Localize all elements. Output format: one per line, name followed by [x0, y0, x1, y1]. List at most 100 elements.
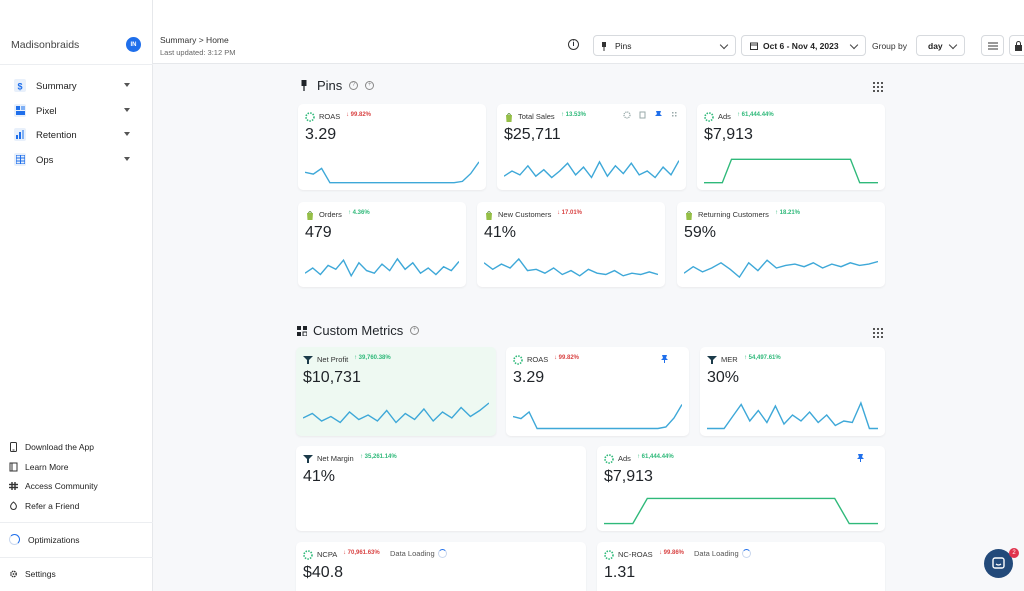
add-icon[interactable]: +: [410, 326, 420, 335]
sidebar-item-label: Summary: [36, 80, 77, 92]
learn-more-link[interactable]: Learn More: [0, 458, 153, 476]
pin-icon[interactable]: [655, 111, 663, 119]
sparkline-chart: [484, 257, 658, 277]
metric-value: $25,711: [504, 126, 561, 143]
copy-icon[interactable]: [639, 111, 647, 119]
arrow-down-icon: ↓: [343, 550, 348, 556]
sidebar-item-retention[interactable]: Retention: [0, 125, 153, 145]
tw-pixel-icon: [704, 112, 714, 122]
tw-pixel-icon: [604, 454, 614, 464]
metric-delta-up: ↑ 61,444.44%: [637, 454, 674, 460]
metric-card-net-profit[interactable]: Net Profit ↑ 39,760.38% $10,731: [296, 347, 496, 436]
arrow-up-icon: ↑: [561, 112, 566, 118]
info-icon[interactable]: i: [568, 39, 579, 50]
metric-card-orders[interactable]: Orders ↑ 4.36% 479: [298, 202, 466, 287]
slack-icon: [9, 482, 18, 490]
grid-table-icon: [14, 153, 26, 166]
settings-label: Settings: [25, 569, 56, 579]
metric-card-net-margin[interactable]: Net Margin ↑ 35,261.14% 41%: [296, 446, 586, 531]
custom-metrics-icon: [297, 325, 307, 336]
custom-metrics-section-title: Custom Metrics +: [297, 323, 420, 338]
metric-delta-down: ↓ 99.82%: [554, 355, 579, 361]
arrow-down-icon: ↓: [346, 112, 351, 118]
sidebar-item-pixel[interactable]: Pixel: [0, 101, 153, 121]
download-app-link[interactable]: Download the App: [0, 438, 153, 456]
arrow-down-icon: ↓: [659, 550, 664, 556]
metric-card-mer[interactable]: MER ↑ 54,497.61% 30%: [700, 347, 885, 436]
more-actions-button[interactable]: [1009, 35, 1024, 56]
metric-card-ncpa[interactable]: NCPA ↓ 70,961.63% $40.8 Data Loading: [296, 542, 586, 591]
sparkline-chart: [513, 404, 682, 430]
arrow-down-icon: ↓: [557, 210, 562, 216]
metric-card-roas-custom[interactable]: ROAS ↓ 99.82% 3.29: [506, 347, 689, 436]
settings-icon[interactable]: [623, 111, 631, 119]
sparkline-chart: [684, 259, 878, 279]
pin-icon[interactable]: [661, 355, 668, 363]
sparkline-chart: [303, 402, 489, 424]
list-view-button[interactable]: [981, 35, 1004, 56]
data-loading-indicator: Data Loading: [390, 549, 447, 558]
metric-card-roas[interactable]: ROAS ↓ 99.82% 3.29: [298, 104, 486, 190]
metric-card-returning-customers[interactable]: Returning Customers ↑ 18.21% 59%: [677, 202, 885, 287]
arrow-up-icon: ↑: [737, 112, 742, 118]
metric-delta-up: ↑ 4.36%: [348, 210, 370, 216]
sparkline-series: [707, 401, 878, 430]
optimizations-link[interactable]: Optimizations: [0, 531, 153, 549]
date-range-picker[interactable]: Oct 6 - Nov 4, 2023: [741, 35, 866, 56]
sidebar-divider: [0, 522, 153, 523]
section-layout-grid-icon[interactable]: [873, 328, 883, 338]
optimizations-label: Optimizations: [28, 535, 80, 545]
add-icon[interactable]: +: [365, 81, 375, 90]
metric-card-total-sales[interactable]: Total Sales ↑ 13.53% $25,711: [497, 104, 686, 190]
metric-card-ads[interactable]: Ads ↑ 61,444.44% $7,913: [697, 104, 885, 190]
metric-delta-value: 4.36%: [352, 210, 370, 216]
help-icon[interactable]: ?: [349, 81, 359, 90]
access-community-link[interactable]: Access Community: [0, 477, 153, 495]
metric-delta-value: 35,261.14%: [364, 454, 397, 460]
avatar[interactable]: IN: [126, 37, 141, 52]
sparkline-chart: [305, 161, 479, 184]
breadcrumb[interactable]: Summary > Home: [160, 35, 229, 45]
drag-handle-icon[interactable]: [671, 111, 679, 119]
pin-icon[interactable]: [857, 454, 864, 462]
metric-delta-up: ↑ 13.53%: [561, 112, 586, 118]
pins-section-title: Pins ? +: [300, 78, 375, 93]
arrow-up-icon: ↑: [775, 210, 780, 216]
sidebar-item-ops[interactable]: Ops: [0, 150, 153, 170]
group-by-select[interactable]: day: [916, 35, 965, 56]
refer-friend-link[interactable]: Refer a Friend: [0, 497, 153, 515]
pins-select[interactable]: Pins: [593, 35, 736, 56]
metric-card-nc-roas[interactable]: NC-ROAS ↓ 99.86% 1.31 Data Loading: [597, 542, 885, 591]
metric-value: $10,731: [303, 369, 361, 386]
settings-link[interactable]: Settings: [0, 565, 153, 583]
tw-pixel-icon: [305, 112, 315, 122]
shop-name[interactable]: Madisonbraids: [11, 39, 80, 51]
chevron-down-icon: [124, 83, 130, 87]
metric-value: 41%: [484, 224, 517, 241]
metric-delta-up: ↑ 61,444.44%: [737, 112, 774, 118]
pin-icon: [301, 80, 307, 91]
sparkline-series: [303, 402, 489, 424]
metric-value: $7,913: [704, 126, 753, 143]
section-layout-grid-icon[interactable]: [873, 82, 883, 92]
progress-ring-icon: [9, 534, 20, 545]
tw-pixel-icon: [513, 355, 523, 365]
metric-value: 1.31: [604, 564, 636, 581]
metric-value: 3.29: [513, 369, 545, 386]
sparkline-chart: [604, 497, 878, 525]
refer-friend-label: Refer a Friend: [25, 501, 80, 511]
top-header: Summary > Home Last updated: 3:12 PM i P…: [153, 0, 1024, 64]
arrow-up-icon: ↑: [354, 355, 359, 361]
tw-funnel-icon: [707, 356, 717, 364]
sidebar: Madisonbraids IN $ Summary Pixel Retenti…: [0, 0, 153, 591]
sidebar-item-summary[interactable]: $ Summary: [0, 76, 153, 96]
metric-card-new-customers[interactable]: New Customers ↓ 17.01% 41%: [477, 202, 665, 287]
sparkline-series: [305, 257, 459, 278]
shopify-icon: [506, 113, 512, 122]
chevron-down-icon: [948, 40, 958, 50]
gear-icon: [10, 570, 17, 578]
metric-card-ads-custom[interactable]: Ads ↑ 61,444.44% $7,913: [597, 446, 885, 531]
chevron-down-icon: [124, 132, 130, 136]
chat-support-button[interactable]: [984, 549, 1013, 578]
sparkline-series: [504, 160, 679, 179]
